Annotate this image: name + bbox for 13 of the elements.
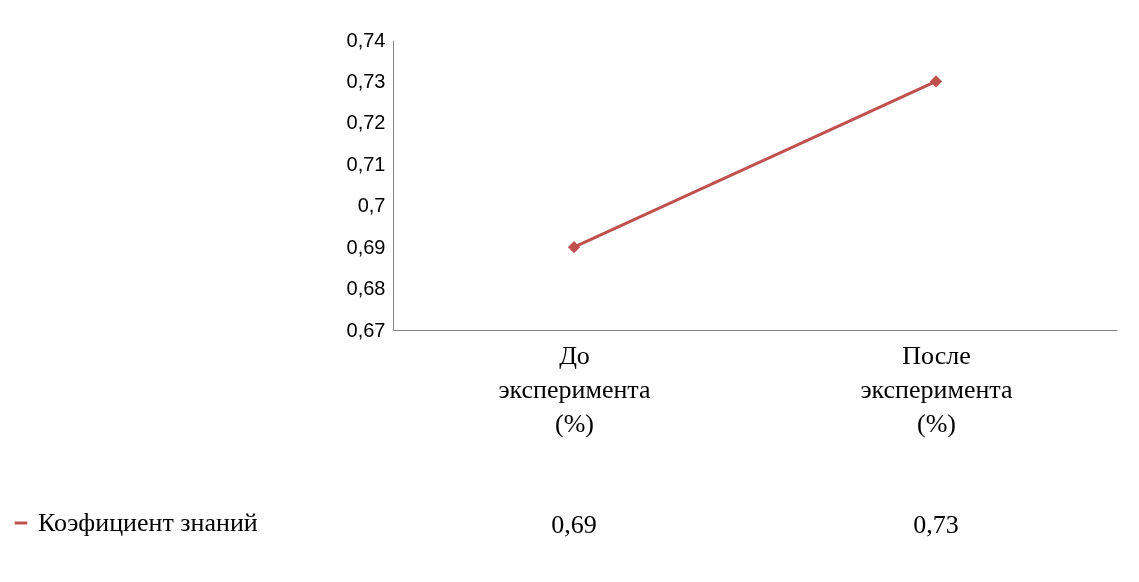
legend-label: Коэфициент знаний xyxy=(38,508,258,537)
x-tick-label: До эксперимента (%) xyxy=(498,340,652,438)
y-tick-label: 0,74 xyxy=(346,28,386,51)
x-tick-label: После эксперимента (%) xyxy=(860,340,1014,438)
y-tick-label: 0,73 xyxy=(346,69,386,92)
data-label: 0,69 xyxy=(551,510,597,539)
data-label: 0,73 xyxy=(913,510,959,539)
y-tick-label: 0,71 xyxy=(346,152,386,175)
y-tick-label: 0,68 xyxy=(346,277,386,300)
y-tick-label: 0,67 xyxy=(346,318,386,341)
y-tick-label: 0,7 xyxy=(357,194,386,217)
y-tick-label: 0,72 xyxy=(346,111,386,134)
y-tick-label: 0,69 xyxy=(346,235,386,258)
